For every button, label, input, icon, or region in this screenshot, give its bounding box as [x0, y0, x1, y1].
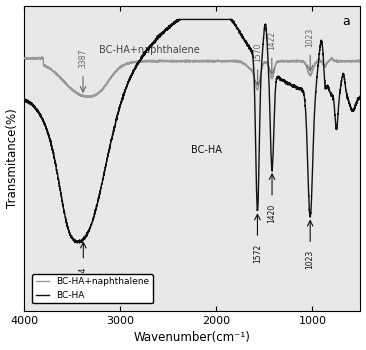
- Text: 1420: 1420: [268, 203, 277, 223]
- Text: 1422: 1422: [267, 31, 276, 50]
- Text: 3384: 3384: [79, 266, 88, 286]
- Legend: BC-HA+naphthalene, BC-HA: BC-HA+naphthalene, BC-HA: [32, 274, 153, 303]
- Text: 1023: 1023: [306, 250, 315, 269]
- Text: BC-HA: BC-HA: [191, 145, 222, 155]
- Text: 3387: 3387: [79, 49, 87, 68]
- Text: 1570: 1570: [253, 42, 262, 62]
- Y-axis label: Transmitance(%): Transmitance(%): [5, 108, 19, 208]
- X-axis label: Wavenumber(cm⁻¹): Wavenumber(cm⁻¹): [134, 331, 251, 344]
- Text: BC-HA+naphthalene: BC-HA+naphthalene: [99, 45, 199, 55]
- Text: a: a: [343, 15, 350, 28]
- Text: 1023: 1023: [306, 28, 315, 47]
- Text: 1572: 1572: [253, 244, 262, 263]
